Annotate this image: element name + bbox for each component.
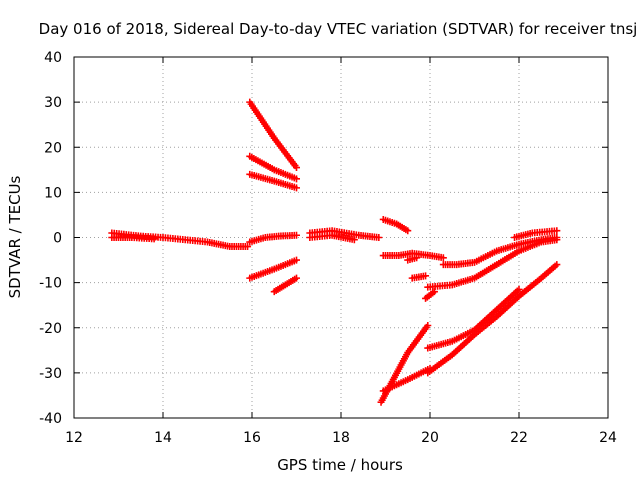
x-axis-label: GPS time / hours bbox=[277, 456, 403, 474]
data-point bbox=[350, 236, 358, 244]
data-series bbox=[408, 272, 430, 282]
y-tick-label: 20 bbox=[44, 140, 62, 156]
x-tick-label: 24 bbox=[599, 430, 617, 446]
data-point bbox=[424, 321, 432, 329]
data-series bbox=[246, 170, 300, 192]
data-point bbox=[244, 243, 252, 251]
data-series bbox=[424, 285, 523, 352]
y-tick-label: -40 bbox=[39, 411, 62, 427]
data-series bbox=[306, 231, 358, 244]
data-series bbox=[108, 229, 252, 251]
y-axis-label: SDTVAR / TECUs bbox=[6, 175, 24, 298]
data-series bbox=[511, 227, 561, 241]
x-tick-label: 18 bbox=[332, 430, 350, 446]
data-series bbox=[246, 231, 300, 246]
data-series bbox=[246, 256, 300, 282]
y-tick-label: 10 bbox=[44, 185, 62, 201]
x-tick-label: 12 bbox=[65, 430, 83, 446]
data-series bbox=[424, 236, 561, 291]
data-series bbox=[379, 364, 434, 395]
data-series bbox=[108, 234, 158, 243]
axis-ticks: 12 14 16 18 20 22 24 -40 -30 -20 -10 0 10 20 30 40 bbox=[39, 50, 617, 446]
data-point bbox=[150, 235, 158, 243]
data-point bbox=[413, 254, 421, 262]
data-point bbox=[293, 274, 300, 282]
data-point bbox=[293, 175, 300, 183]
data-point bbox=[553, 227, 561, 235]
data-series bbox=[422, 288, 438, 302]
x-tick-label: 22 bbox=[510, 430, 528, 446]
y-tick-label: 30 bbox=[44, 95, 62, 111]
data-series bbox=[246, 98, 300, 172]
data-point bbox=[404, 227, 412, 235]
data-series bbox=[377, 321, 432, 406]
data-point bbox=[553, 261, 561, 269]
data-series bbox=[404, 254, 421, 264]
data-series bbox=[306, 227, 383, 241]
y-tick-label: -20 bbox=[39, 321, 62, 337]
y-tick-label: -10 bbox=[39, 276, 62, 292]
data-point bbox=[293, 164, 300, 172]
data-point bbox=[439, 254, 447, 262]
data-series bbox=[379, 215, 412, 235]
data-series bbox=[270, 274, 300, 296]
data-point bbox=[515, 285, 523, 293]
x-tick-label: 14 bbox=[154, 430, 172, 446]
data-point bbox=[293, 231, 300, 239]
x-tick-label: 16 bbox=[243, 430, 261, 446]
x-tick-label: 20 bbox=[421, 430, 439, 446]
data-point bbox=[422, 272, 430, 280]
data-point bbox=[293, 184, 300, 192]
data-point bbox=[553, 236, 561, 244]
y-tick-label: -30 bbox=[39, 366, 62, 382]
data-point bbox=[375, 234, 383, 241]
data-series bbox=[246, 152, 300, 183]
chart-title: Day 016 of 2018, Sidereal Day-to-day VTE… bbox=[39, 20, 638, 38]
data-points bbox=[108, 98, 561, 406]
data-point bbox=[293, 256, 300, 264]
y-tick-label: 40 bbox=[44, 50, 62, 66]
y-tick-label: 0 bbox=[53, 231, 62, 247]
data-series bbox=[424, 261, 561, 377]
